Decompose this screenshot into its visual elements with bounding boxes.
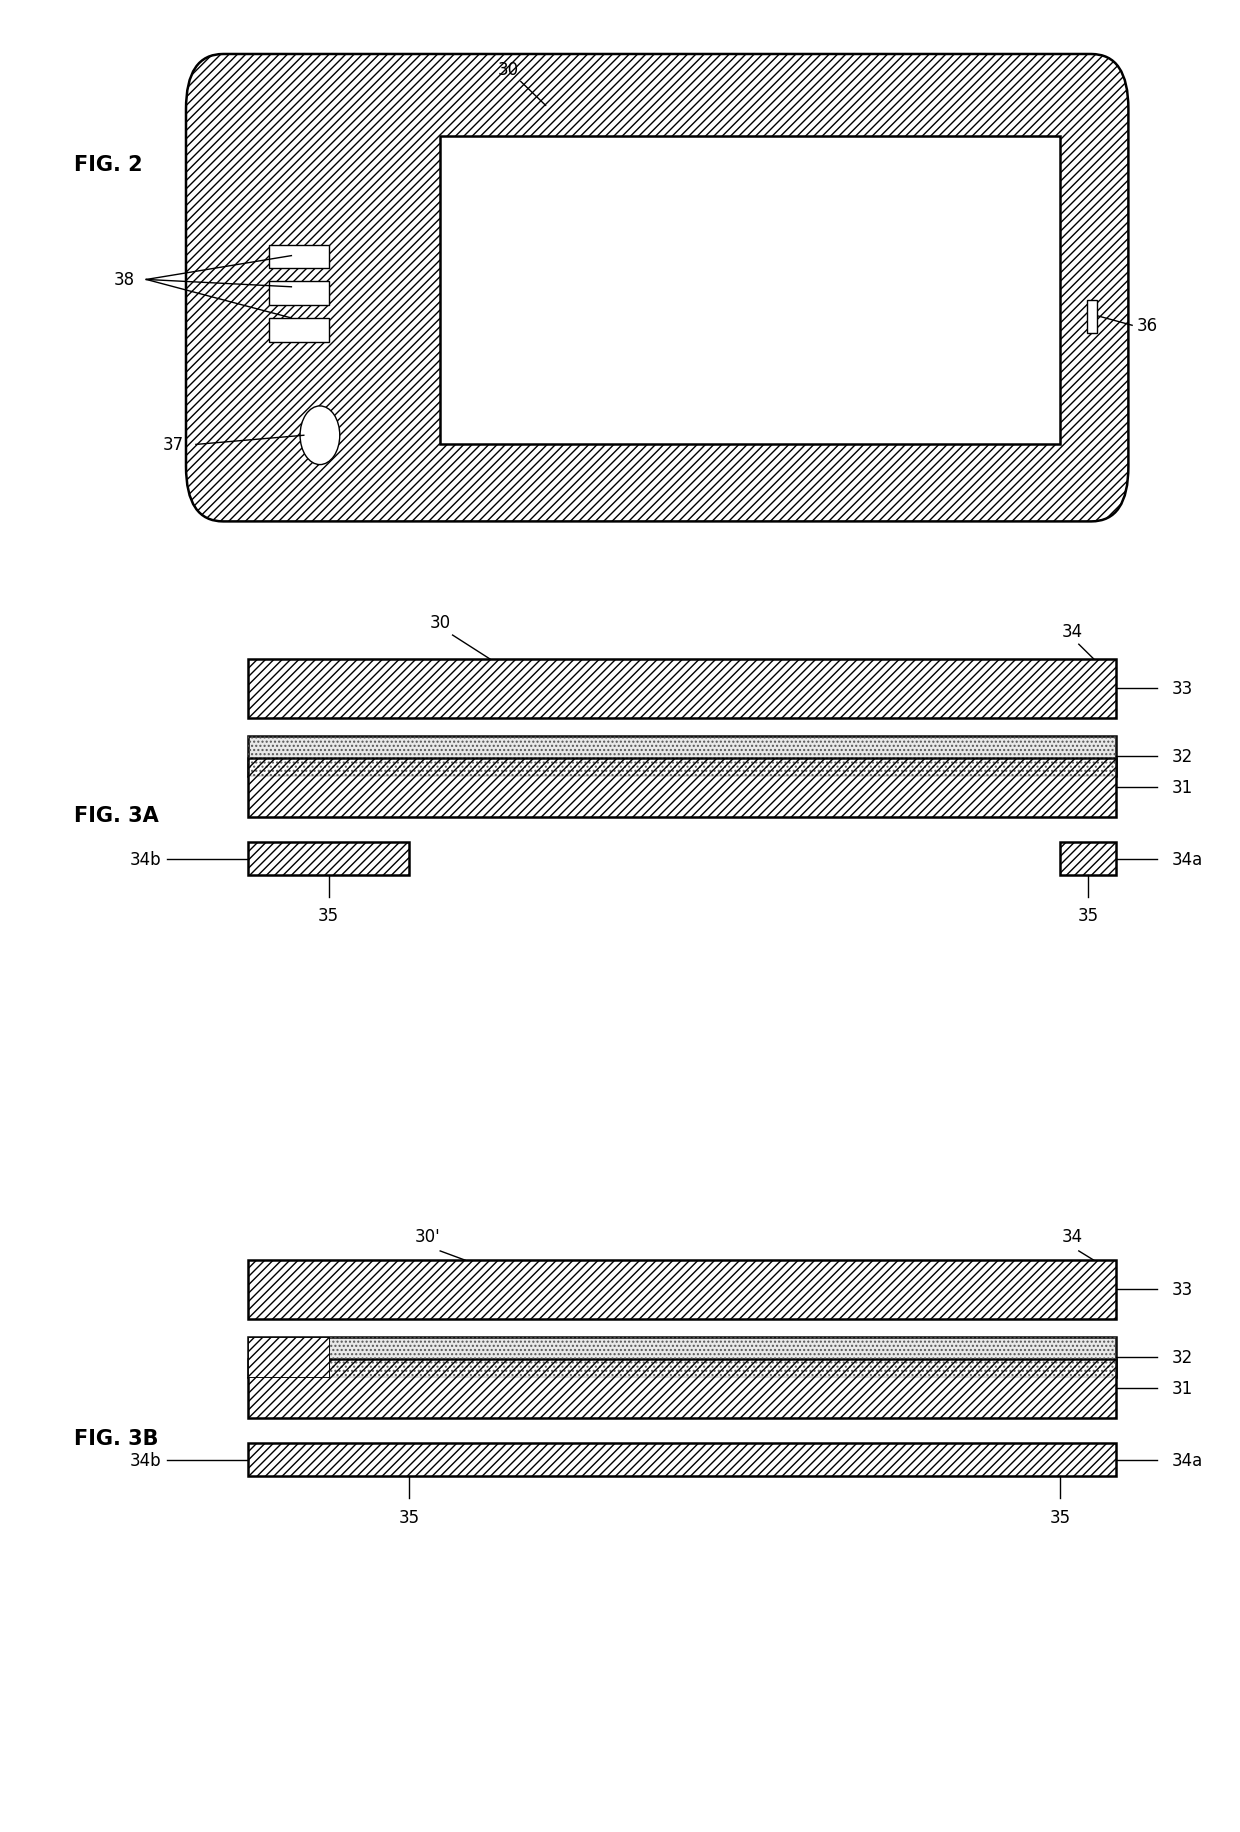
Bar xyxy=(269,282,329,306)
Text: 31: 31 xyxy=(1172,1379,1193,1398)
Text: 34a: 34a xyxy=(1172,1451,1203,1469)
Bar xyxy=(248,1359,1116,1418)
Bar xyxy=(248,660,1116,718)
Text: FIG. 3B: FIG. 3B xyxy=(74,1429,159,1447)
Text: 31: 31 xyxy=(1172,779,1193,797)
Bar xyxy=(248,1359,1116,1418)
Text: 30: 30 xyxy=(497,60,520,79)
Text: 38: 38 xyxy=(113,271,135,289)
Bar xyxy=(248,1337,1116,1378)
Text: 35: 35 xyxy=(1078,907,1099,925)
Text: 34: 34 xyxy=(1061,623,1084,641)
Text: FIG. 3A: FIG. 3A xyxy=(74,806,159,824)
Bar xyxy=(248,1444,1116,1477)
Text: 34: 34 xyxy=(1061,1227,1084,1246)
Text: 34b: 34b xyxy=(129,850,161,868)
Bar xyxy=(440,137,1060,445)
Bar xyxy=(248,1260,1116,1319)
Text: 35: 35 xyxy=(1049,1508,1071,1526)
Text: 34b: 34b xyxy=(129,1451,161,1469)
Text: 36: 36 xyxy=(1136,317,1158,335)
Bar xyxy=(1060,843,1116,876)
Bar xyxy=(248,843,409,876)
Bar xyxy=(248,1444,1116,1477)
Text: 32: 32 xyxy=(1172,747,1193,766)
Circle shape xyxy=(300,407,340,465)
Text: FIG. 2: FIG. 2 xyxy=(74,156,143,174)
Bar xyxy=(248,736,1116,777)
Text: 30: 30 xyxy=(429,614,451,632)
Text: 35: 35 xyxy=(317,907,340,925)
Bar xyxy=(269,245,329,269)
Bar xyxy=(248,1337,1116,1378)
Bar xyxy=(1060,843,1116,876)
Bar xyxy=(248,758,1116,817)
Bar xyxy=(248,758,1116,817)
Bar xyxy=(248,1337,329,1378)
Text: 30': 30' xyxy=(415,1227,440,1246)
Bar xyxy=(248,736,1116,777)
Bar xyxy=(248,660,1116,718)
Text: 33: 33 xyxy=(1172,680,1193,698)
Bar xyxy=(1087,300,1097,333)
Text: 35: 35 xyxy=(398,1508,420,1526)
Bar xyxy=(248,843,409,876)
Text: 37: 37 xyxy=(162,436,185,454)
Bar xyxy=(269,319,329,343)
Bar xyxy=(248,1337,329,1378)
FancyBboxPatch shape xyxy=(186,55,1128,522)
Text: 32: 32 xyxy=(1172,1348,1193,1367)
Bar xyxy=(248,1260,1116,1319)
Text: 34a: 34a xyxy=(1172,850,1203,868)
Text: 33: 33 xyxy=(1172,1281,1193,1299)
